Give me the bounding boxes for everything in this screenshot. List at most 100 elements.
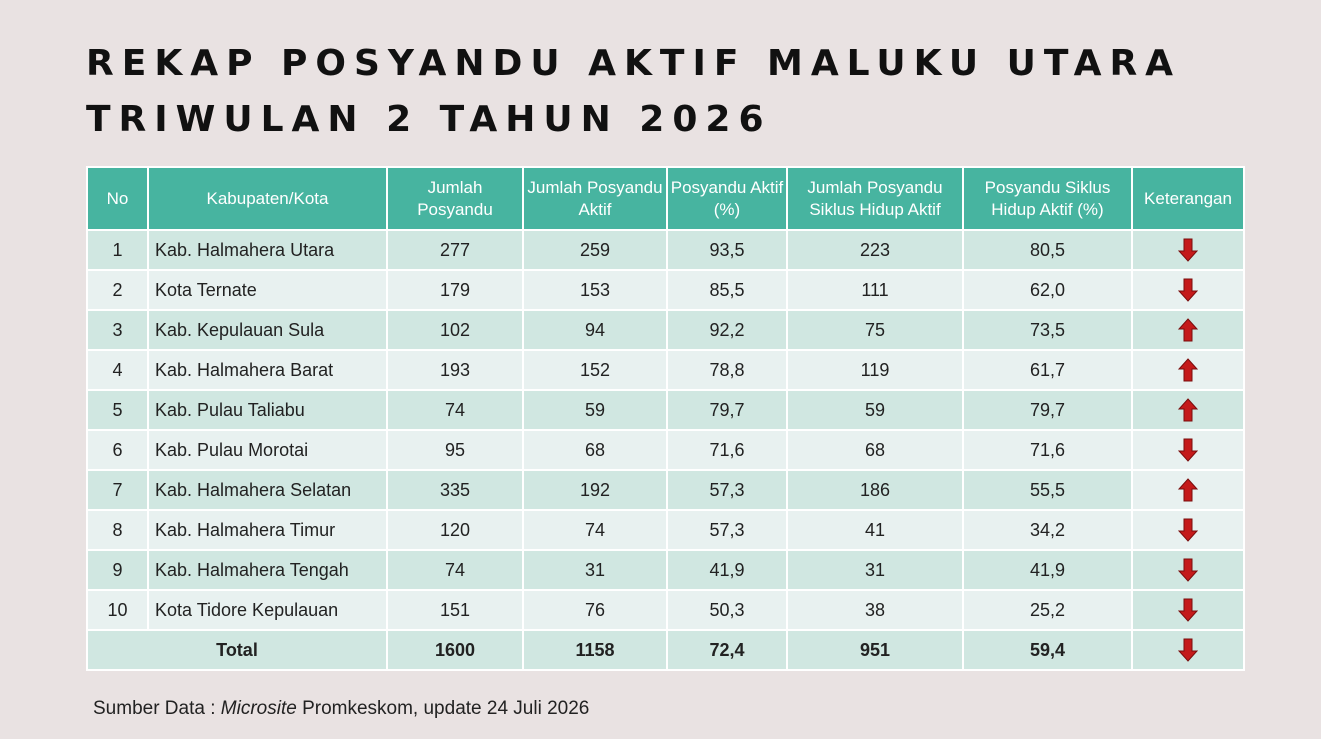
header-keterangan: Keterangan (1131, 166, 1245, 231)
trend-cell (1131, 429, 1245, 471)
row-jumlah: 95 (386, 429, 524, 471)
source-italic: Microsite (220, 698, 297, 719)
row-persen: 57,3 (666, 469, 788, 511)
row-kabupaten: Kab. Halmahera Timur (147, 509, 388, 551)
row-aktif: 76 (522, 589, 668, 631)
row-jumlah: 193 (386, 349, 524, 391)
arrow-down-icon (1178, 238, 1198, 262)
table-row: 10 Kota Tidore Kepulauan 151 76 50,3 38 25,2 (86, 589, 1245, 631)
row-jumlah: 74 (386, 549, 524, 591)
header-no: No (86, 166, 149, 231)
total-persen: 72,4 (666, 629, 788, 671)
total-siklus: 951 (786, 629, 964, 671)
row-siklus: 111 (786, 269, 964, 311)
row-siklus: 186 (786, 469, 964, 511)
table-row: 4 Kab. Halmahera Barat 193 152 78,8 119 61,7 (86, 349, 1245, 391)
table-header-row: No Kabupaten/Kota Jumlah Posyandu Jumlah… (86, 166, 1245, 231)
row-no: 4 (86, 349, 149, 391)
row-siklus: 41 (786, 509, 964, 551)
row-kabupaten: Kab. Halmahera Tengah (147, 549, 388, 591)
row-persen: 78,8 (666, 349, 788, 391)
row-no: 7 (86, 469, 149, 511)
table-row: 2 Kota Ternate 179 153 85,5 111 62,0 (86, 269, 1245, 311)
source-note: Sumber Data : Microsite Promkeskom, upda… (93, 698, 589, 720)
row-siklus-persen: 55,5 (962, 469, 1133, 511)
row-no: 6 (86, 429, 149, 471)
row-siklus-persen: 34,2 (962, 509, 1133, 551)
row-siklus-persen: 73,5 (962, 309, 1133, 351)
arrow-up-icon (1178, 318, 1198, 342)
row-no: 10 (86, 589, 149, 631)
row-no: 3 (86, 309, 149, 351)
row-siklus: 38 (786, 589, 964, 631)
row-siklus-persen: 80,5 (962, 229, 1133, 271)
arrow-down-icon (1178, 278, 1198, 302)
row-jumlah: 74 (386, 389, 524, 431)
row-kabupaten: Kab. Pulau Morotai (147, 429, 388, 471)
page-title: REKAP POSYANDU AKTIF MALUKU UTARA TRIWUL… (86, 36, 1181, 148)
table-row: 3 Kab. Kepulauan Sula 102 94 92,2 75 73,5 (86, 309, 1245, 351)
row-aktif: 153 (522, 269, 668, 311)
row-no: 5 (86, 389, 149, 431)
header-jumlah-aktif: Jumlah Posyandu Aktif (522, 166, 668, 231)
row-aktif: 68 (522, 429, 668, 471)
row-siklus: 59 (786, 389, 964, 431)
total-label: Total (86, 629, 388, 671)
total-row: Total 1600 1158 72,4 951 59,4 (86, 629, 1245, 671)
row-siklus: 68 (786, 429, 964, 471)
header-siklus-persen: Posyandu Siklus Hidup Aktif (%) (962, 166, 1133, 231)
row-persen: 92,2 (666, 309, 788, 351)
arrow-up-icon (1178, 478, 1198, 502)
row-kabupaten: Kab. Halmahera Selatan (147, 469, 388, 511)
table-row: 7 Kab. Halmahera Selatan 335 192 57,3 186 55,5 (86, 469, 1245, 511)
row-siklus: 75 (786, 309, 964, 351)
row-siklus-persen: 62,0 (962, 269, 1133, 311)
trend-cell (1131, 469, 1245, 511)
row-persen: 79,7 (666, 389, 788, 431)
row-persen: 93,5 (666, 229, 788, 271)
row-kabupaten: Kab. Halmahera Barat (147, 349, 388, 391)
row-siklus-persen: 41,9 (962, 549, 1133, 591)
row-kabupaten: Kab. Pulau Taliabu (147, 389, 388, 431)
table-row: 9 Kab. Halmahera Tengah 74 31 41,9 31 41,9 (86, 549, 1245, 591)
row-aktif: 31 (522, 549, 668, 591)
arrow-down-icon (1178, 558, 1198, 582)
table-row: 8 Kab. Halmahera Timur 120 74 57,3 41 34,2 (86, 509, 1245, 551)
trend-cell (1131, 309, 1245, 351)
trend-cell (1131, 589, 1245, 631)
row-siklus-persen: 61,7 (962, 349, 1133, 391)
row-persen: 57,3 (666, 509, 788, 551)
row-persen: 50,3 (666, 589, 788, 631)
title-line-1: REKAP POSYANDU AKTIF MALUKU UTARA (86, 43, 1182, 84)
row-no: 2 (86, 269, 149, 311)
row-jumlah: 335 (386, 469, 524, 511)
arrow-down-icon (1178, 438, 1198, 462)
title-line-2: TRIWULAN 2 TAHUN 2026 (86, 99, 772, 140)
total-jumlah: 1600 (386, 629, 524, 671)
row-kabupaten: Kota Tidore Kepulauan (147, 589, 388, 631)
trend-cell (1131, 229, 1245, 271)
row-jumlah: 120 (386, 509, 524, 551)
source-suffix: Promkeskom, update 24 Juli 2026 (296, 698, 590, 719)
row-jumlah: 102 (386, 309, 524, 351)
source-prefix: Sumber Data : (93, 698, 221, 719)
row-kabupaten: Kab. Halmahera Utara (147, 229, 388, 271)
row-siklus: 31 (786, 549, 964, 591)
row-persen: 41,9 (666, 549, 788, 591)
row-persen: 85,5 (666, 269, 788, 311)
row-jumlah: 179 (386, 269, 524, 311)
trend-cell (1131, 549, 1245, 591)
row-jumlah: 277 (386, 229, 524, 271)
trend-cell (1131, 269, 1245, 311)
row-no: 1 (86, 229, 149, 271)
row-siklus: 223 (786, 229, 964, 271)
row-siklus-persen: 79,7 (962, 389, 1133, 431)
table-row: 6 Kab. Pulau Morotai 95 68 71,6 68 71,6 (86, 429, 1245, 471)
header-persen-aktif: Posyandu Aktif (%) (666, 166, 788, 231)
row-kabupaten: Kota Ternate (147, 269, 388, 311)
total-trend-cell (1131, 629, 1245, 671)
header-siklus-hidup: Jumlah Posyandu Siklus Hidup Aktif (786, 166, 964, 231)
row-siklus-persen: 25,2 (962, 589, 1133, 631)
total-aktif: 1158 (522, 629, 668, 671)
row-persen: 71,6 (666, 429, 788, 471)
